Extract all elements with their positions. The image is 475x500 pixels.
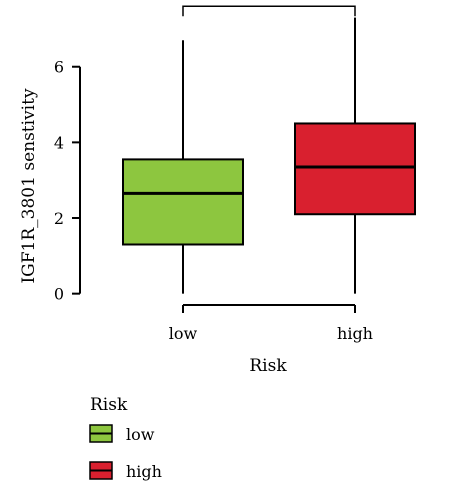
significance-bracket	[182, 5, 356, 17]
y-tick-label: 4	[54, 133, 64, 152]
legend-label-low: low	[126, 425, 155, 444]
y-tick-label: 0	[54, 285, 64, 304]
p-value-label: 2.6e−06	[237, 0, 301, 4]
x-tick-label: low	[169, 324, 198, 343]
box-body	[294, 122, 416, 216]
box-low	[122, 40, 244, 294]
y-axis-title: IGF1R_3801 senstivity	[19, 88, 39, 283]
plot-area: 0 2 4 6 low high 2.6e−06	[54, 0, 416, 343]
legend-label-high: high	[126, 462, 162, 481]
x-axis-title: Risk	[249, 356, 287, 376]
y-tick-label: 6	[54, 58, 64, 77]
y-tick-label: 2	[54, 209, 64, 228]
box-high	[294, 17, 416, 294]
legend: Risk low high	[89, 395, 162, 481]
legend-title: Risk	[90, 395, 128, 415]
box-body	[122, 158, 244, 246]
x-tick-label: high	[337, 324, 373, 343]
